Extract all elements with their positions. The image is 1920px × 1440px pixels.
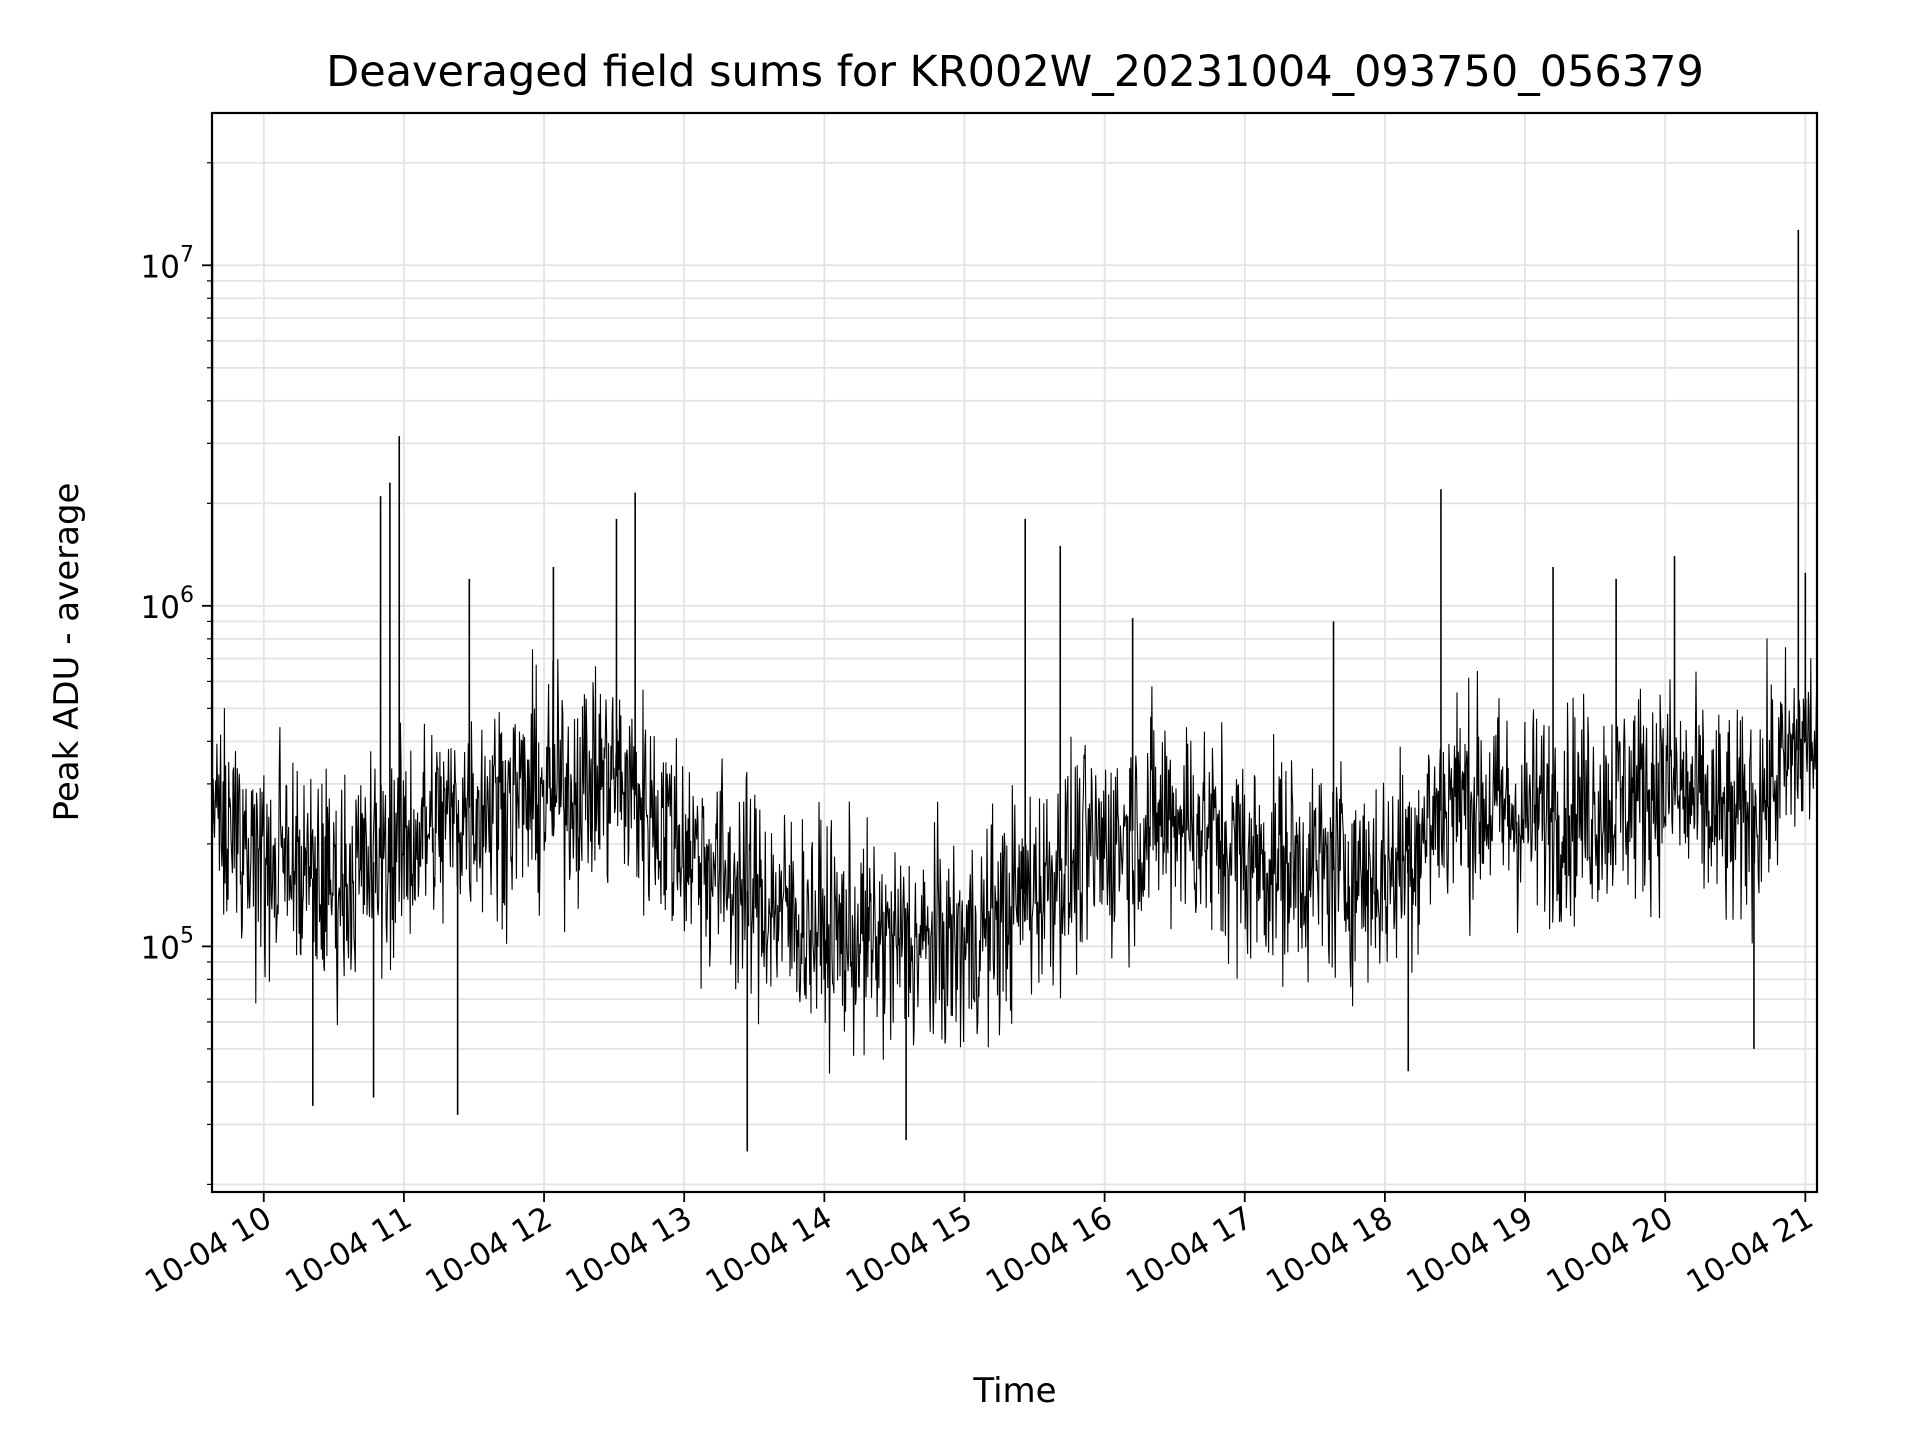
- x-tick-label: 10-04 10: [139, 1200, 278, 1301]
- chart-title: Deaveraged field sums for KR002W_2023100…: [326, 47, 1704, 97]
- y-tick-label: 105: [141, 923, 194, 966]
- y-tick-label: 107: [141, 242, 194, 285]
- grid-layer: [212, 113, 1817, 1192]
- x-tick-label: 10-04 12: [419, 1200, 558, 1301]
- x-tick-label: 10-04 20: [1540, 1200, 1679, 1301]
- series-line: [211, 638, 1818, 1074]
- x-tick-label: 10-04 21: [1681, 1200, 1820, 1301]
- x-tick-label: 10-04 16: [980, 1200, 1119, 1301]
- x-tick-label: 10-04 19: [1400, 1200, 1539, 1301]
- y-tick-label: 106: [141, 583, 194, 626]
- x-tick-label: 10-04 18: [1260, 1200, 1399, 1301]
- x-tick-label: 10-04 13: [559, 1200, 698, 1301]
- x-tick-label: 10-04 15: [840, 1200, 979, 1301]
- series-layer: [211, 162, 1818, 1152]
- plot-frame: [210, 111, 1819, 1194]
- x-axis-label: Time: [972, 1371, 1056, 1411]
- y-axis-label: Peak ADU - average: [47, 483, 87, 822]
- x-tick-label: 10-04 17: [1120, 1200, 1259, 1301]
- x-tick-label: 10-04 11: [279, 1200, 418, 1301]
- x-tick-label: 10-04 14: [700, 1200, 839, 1301]
